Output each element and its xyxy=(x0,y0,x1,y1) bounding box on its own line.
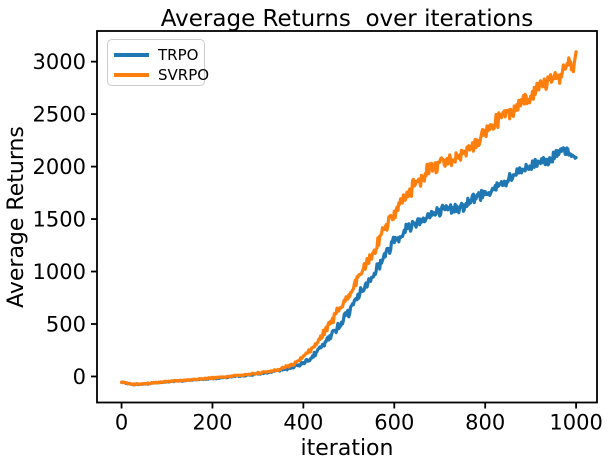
x-tick-label: 400 xyxy=(283,411,323,435)
x-tick-label: 600 xyxy=(374,411,414,435)
plot-frame xyxy=(96,30,598,404)
y-axis-label: Average Returns xyxy=(4,126,29,308)
x-tick-label: 0 xyxy=(115,411,128,435)
y-tick-label: 3000 xyxy=(33,50,86,74)
chart-title: Average Returns over iterations xyxy=(160,6,534,32)
x-tick-label: 800 xyxy=(465,411,505,435)
trpo-line-swatch-icon xyxy=(114,53,149,57)
legend-item-trpo: TRPO xyxy=(114,45,204,65)
y-tick-label: 1500 xyxy=(33,208,86,232)
y-tick-label: 1000 xyxy=(33,260,86,284)
trpo-line xyxy=(119,146,578,387)
y-tick-label: 2500 xyxy=(33,103,86,127)
legend: TRPO SVRPO xyxy=(107,39,209,86)
y-tick-label: 500 xyxy=(46,313,86,337)
legend-label-trpo: TRPO xyxy=(158,46,199,64)
svrpo-line-swatch-icon xyxy=(114,73,149,77)
y-tick-label: 0 xyxy=(73,365,86,389)
y-tick-label: 2000 xyxy=(33,155,86,179)
legend-item-svrpo: SVRPO xyxy=(114,65,209,85)
x-axis-label: iteration xyxy=(300,436,394,461)
svrpo-line xyxy=(119,50,578,387)
x-tick-label: 200 xyxy=(192,411,232,435)
x-tick-label: 1000 xyxy=(549,411,602,435)
legend-label-svrpo: SVRPO xyxy=(158,66,210,84)
